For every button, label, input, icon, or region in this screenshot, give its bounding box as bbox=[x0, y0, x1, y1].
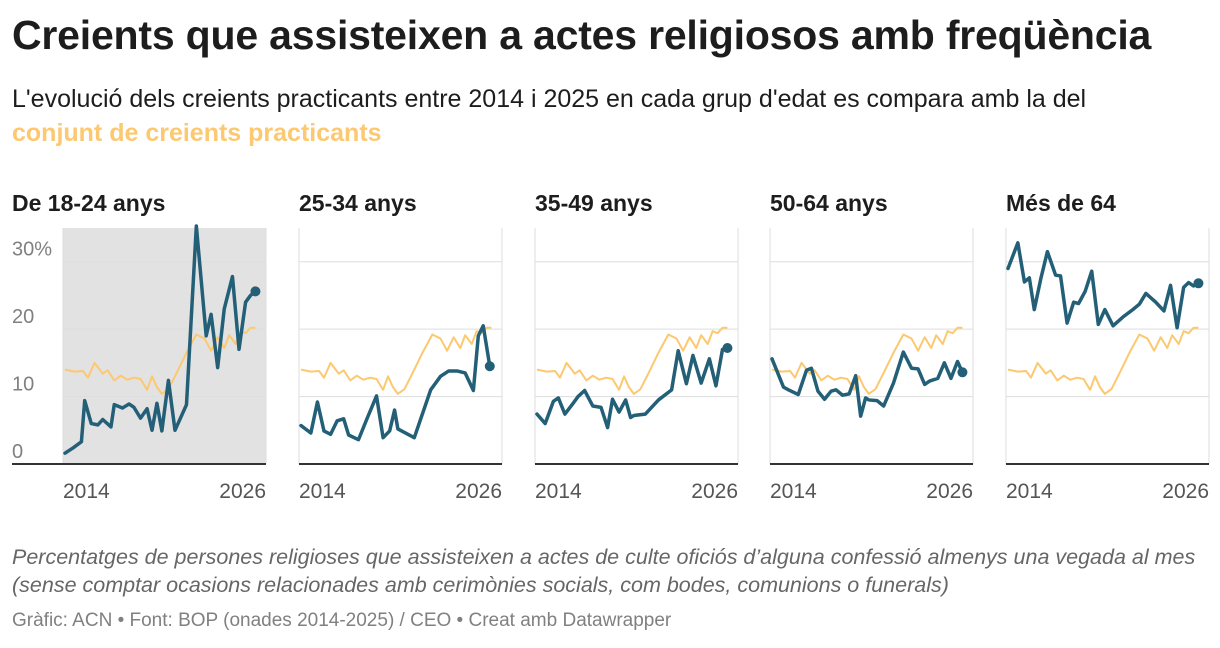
panel-title: Més de 64 bbox=[1006, 190, 1116, 216]
group-series-line bbox=[63, 224, 258, 455]
x-tick-label: 2026 bbox=[926, 480, 973, 503]
group-series-line bbox=[1006, 241, 1201, 330]
series-end-point bbox=[250, 286, 261, 297]
series-end-point bbox=[484, 361, 495, 372]
x-tick-label: 2026 bbox=[691, 480, 738, 503]
chart-notes: Percentatges de persones religioses que … bbox=[12, 545, 1196, 597]
group-series-line bbox=[535, 346, 730, 430]
series-end-point bbox=[1193, 278, 1204, 289]
series-end-point bbox=[722, 343, 733, 354]
subtitle-text: L'evolució dels creients practicants ent… bbox=[12, 85, 1087, 113]
overall-series-line bbox=[64, 326, 256, 395]
group-series-line bbox=[770, 350, 965, 418]
x-tick-label: 2014 bbox=[770, 480, 817, 503]
y-tick-label: 10 bbox=[12, 374, 34, 396]
overall-series-line bbox=[771, 326, 963, 395]
chart-title: Creients que assisteixen a actes religio… bbox=[12, 12, 1152, 58]
panel-title: 50-64 anys bbox=[770, 190, 888, 216]
x-tick-label: 2014 bbox=[63, 480, 110, 503]
x-tick-label: 2026 bbox=[455, 480, 502, 503]
group-series-line bbox=[299, 324, 492, 442]
panel-highlight-background bbox=[63, 228, 266, 464]
x-tick-label: 2014 bbox=[535, 480, 582, 503]
chart-subtitle: L'evolució dels creients practicants ent… bbox=[12, 82, 1212, 150]
y-tick-label: 20 bbox=[12, 306, 34, 328]
panel-title: De 18-24 anys bbox=[12, 190, 165, 216]
x-tick-label: 2014 bbox=[1006, 480, 1053, 503]
y-tick-label: 0 bbox=[12, 441, 23, 463]
overall-series-line bbox=[536, 326, 728, 395]
x-tick-label: 2026 bbox=[219, 480, 266, 503]
panel-title: 25-34 anys bbox=[299, 190, 417, 216]
panel-title: 35-49 anys bbox=[535, 190, 653, 216]
overall-series-line bbox=[300, 326, 492, 395]
y-tick-label: 30% bbox=[12, 239, 52, 261]
series-end-point bbox=[957, 367, 968, 378]
x-tick-label: 2026 bbox=[1162, 480, 1209, 503]
small-multiples-chart: De 18-24 anys 0 10 20 30% 2014 2026 25-34 anys 2… bbox=[12, 190, 1210, 503]
x-tick-label: 2014 bbox=[299, 480, 346, 503]
chart-source: Gràfic: ACN • Font: BOP (onades 2014-202… bbox=[12, 610, 672, 631]
subtitle-highlight: conjunt de creients practicants bbox=[12, 119, 382, 147]
overall-series-line bbox=[1007, 326, 1199, 395]
